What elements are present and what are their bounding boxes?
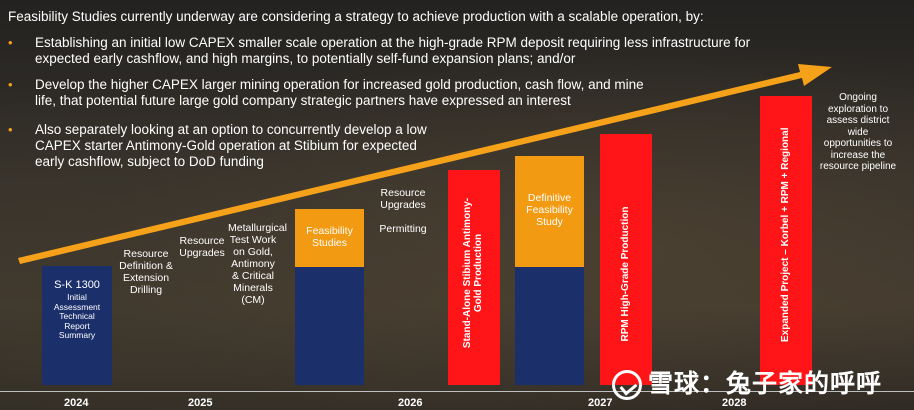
xueqiu-logo-icon <box>612 370 642 401</box>
bullet-item-2: • Develop the higher CAPEX larger mining… <box>8 77 648 109</box>
definitive-navy-box <box>515 267 584 385</box>
ongoing-exploration-label: Ongoing exploration to assess district w… <box>819 92 897 172</box>
bullet-item-3: • Also separately looking at an option t… <box>8 122 428 170</box>
year-2028: 2028 <box>722 397 747 409</box>
stand-alone-stibium-box <box>448 170 500 385</box>
resource-upgrades-label-2: Resource Upgrades <box>380 187 426 211</box>
year-2026: 2026 <box>398 397 423 409</box>
sk1300-box: S-K 1300 Initial Assessment Technical Re… <box>42 266 112 385</box>
sk1300-title: S-K 1300 <box>54 279 100 291</box>
bullet-dot-icon: • <box>8 77 13 92</box>
definitive-feasibility-label: Definitive Feasibility Study <box>526 192 573 228</box>
page-header: Feasibility Studies currently underway a… <box>8 9 704 24</box>
definitive-feasibility-box: Definitive Feasibility Study <box>515 156 584 267</box>
timeline-baseline <box>0 391 914 392</box>
sk1300-subtitle: Initial Assessment Technical Report Summ… <box>53 292 101 340</box>
watermark-text: 雪球：兔子家的呼呼 <box>648 370 883 398</box>
feasibility-studies-label: Feasibility Studies <box>306 225 353 249</box>
year-2025: 2025 <box>188 397 213 409</box>
permitting-label: Permitting <box>379 223 427 235</box>
bullet-dot-icon: • <box>8 122 13 137</box>
feasibility-studies-box: Feasibility Studies <box>295 209 364 267</box>
bullet-dot-icon: • <box>8 35 13 50</box>
feasibility-navy-box <box>295 267 364 385</box>
expanded-project-box <box>760 96 812 385</box>
rpm-production-box <box>600 134 652 385</box>
bullet-text-1: Establishing an initial low CAPEX smalle… <box>35 35 751 66</box>
resource-definition-label: Resource Definition & Extension Drilling <box>119 248 173 296</box>
year-2024: 2024 <box>64 397 89 409</box>
bullet-text-2: Develop the higher CAPEX larger mining o… <box>35 77 644 108</box>
watermark: 雪球：兔子家的呼呼 <box>612 364 883 401</box>
rpm-production-label: RPM High-Grade Production <box>620 206 631 342</box>
resource-upgrades-label-1: Resource Upgrades <box>179 235 225 259</box>
stand-alone-stibium-label: Stand-Alone Stibium Antimony-Gold Produc… <box>462 197 484 349</box>
metallurgical-label: Metallurgical Test Work on Gold, Antimon… <box>228 222 287 306</box>
growth-arrow-shape <box>18 64 832 264</box>
expanded-project-label: Expanded Project – Korbel + RPM + Region… <box>780 127 791 343</box>
year-2027: 2027 <box>588 397 613 409</box>
bullet-item-1: • Establishing an initial low CAPEX smal… <box>8 35 788 67</box>
bullet-text-3: Also separately looking at an option to … <box>35 122 427 169</box>
